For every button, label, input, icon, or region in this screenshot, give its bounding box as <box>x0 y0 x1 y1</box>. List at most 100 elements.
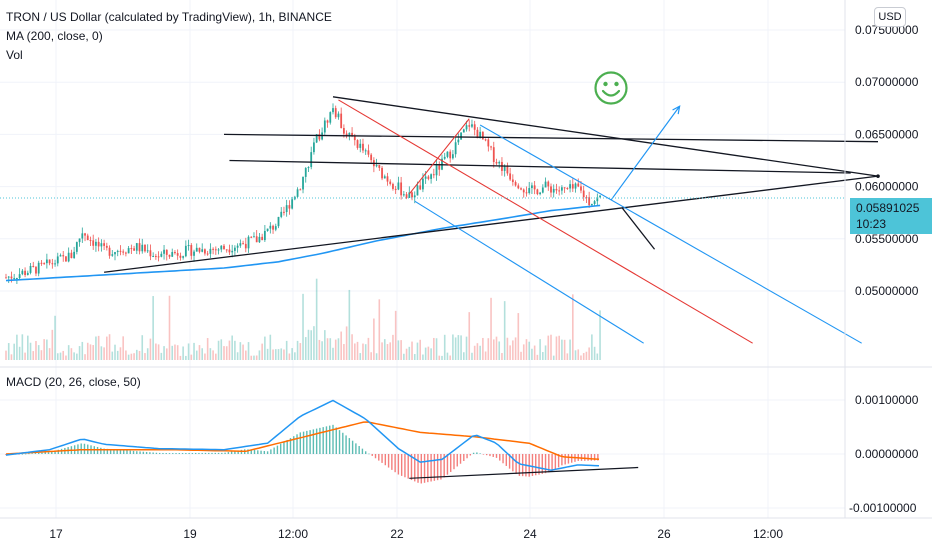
volume-bar <box>334 339 337 360</box>
macd-histogram-bar <box>116 449 118 454</box>
candle-body <box>7 276 10 278</box>
horizontal-line-lower <box>229 159 851 174</box>
macd-histogram-bar <box>329 425 331 454</box>
macd-histogram-bar <box>178 453 181 454</box>
macd-histogram-bar <box>158 452 161 454</box>
volume-bar <box>111 351 114 360</box>
volume-bar <box>566 353 569 360</box>
macd-histogram-bar <box>414 454 416 482</box>
volume-bar <box>378 299 381 360</box>
candle-body <box>253 236 255 238</box>
macd-histogram-bar <box>518 454 521 476</box>
volume-bar <box>269 334 272 360</box>
volume-bar <box>394 310 397 360</box>
drawings[interactable] <box>104 96 880 344</box>
volume-bar <box>163 346 165 360</box>
candle-body <box>272 225 274 230</box>
volume-bar <box>577 349 580 360</box>
volume-bar <box>67 345 70 360</box>
candle-body <box>593 201 596 204</box>
macd-histogram-bar <box>590 454 593 461</box>
macd-histogram-bar <box>430 454 432 482</box>
macd-histogram-bar <box>155 452 158 454</box>
macd-divergence-line[interactable] <box>409 466 639 479</box>
volume-bar <box>288 353 291 360</box>
candle-body <box>596 197 599 202</box>
price-axis[interactable]: 0.075000000.070000000.065000000.06000000… <box>855 23 919 298</box>
candle-body <box>45 259 48 264</box>
candle-body <box>304 168 307 177</box>
candle-body <box>462 129 465 133</box>
currency-button[interactable]: USD <box>874 7 906 27</box>
ma-indicator-label[interactable]: MA (200, close, 0) <box>6 29 103 43</box>
candle-body <box>503 165 506 171</box>
macd-tick-label: 0.00100000 <box>855 393 919 407</box>
volume-bar <box>18 346 21 360</box>
macd-histogram-bar <box>427 454 429 483</box>
macd-histogram-bar <box>162 452 164 454</box>
symbol-title[interactable]: TRON / US Dollar (calculated by TradingV… <box>6 10 332 24</box>
vol-indicator-label[interactable]: Vol <box>6 48 23 62</box>
candle-body <box>149 250 152 257</box>
candle-body <box>343 128 345 134</box>
candle-body <box>163 249 165 254</box>
macd-histogram-bar <box>198 452 200 454</box>
volume-bar <box>198 345 201 360</box>
candle-body <box>362 143 364 151</box>
volume-bar <box>498 341 501 360</box>
volume-bar <box>294 352 296 360</box>
volume-bar <box>392 334 394 360</box>
candle-body <box>51 263 54 265</box>
volume-bar <box>100 346 103 360</box>
candle-body <box>424 176 427 179</box>
macd-histogram-bar <box>456 454 458 467</box>
macd-histogram-bar <box>28 453 30 455</box>
candle-body <box>430 174 432 179</box>
candle-body <box>231 250 234 253</box>
candle-body <box>234 247 236 251</box>
volume-bar <box>359 353 362 360</box>
grid <box>0 0 845 518</box>
candle-body <box>212 248 214 250</box>
macd-histogram-bar <box>531 454 534 476</box>
macd-histogram-bar <box>535 454 537 476</box>
volume-bar <box>476 343 479 360</box>
volume-bar <box>217 340 220 360</box>
candle-body <box>18 274 21 279</box>
macd-histogram-bar <box>394 454 396 473</box>
macd-histogram-bar <box>508 454 511 469</box>
macd-indicator-label[interactable]: MACD (20, 26, close, 50) <box>6 375 141 389</box>
volume-bar <box>84 354 86 360</box>
macd-histogram-bar <box>312 429 315 454</box>
volume-bar <box>81 341 84 360</box>
volume-bar <box>313 326 315 360</box>
candle-body <box>179 255 182 258</box>
macd-histogram-bar <box>469 454 472 456</box>
volume-bar <box>228 340 231 360</box>
macd-histogram-bar <box>139 451 141 454</box>
macd-histogram-bar <box>100 447 102 454</box>
candle-body <box>119 250 122 252</box>
macd-histogram-bar <box>548 454 550 473</box>
macd-histogram-bar <box>593 454 596 461</box>
macd-histogram-bar <box>597 454 599 461</box>
candle-body <box>146 250 149 252</box>
candle-body <box>176 253 179 256</box>
volume-bar <box>435 338 438 360</box>
candle-body <box>359 143 362 148</box>
volume-bar <box>223 346 225 360</box>
macd-axis[interactable]: 0.00100000 0.00000000 -0.00100000 <box>849 393 919 515</box>
macd-histogram-bar <box>348 438 351 454</box>
volume-bar <box>454 337 457 360</box>
macd-histogram-bar <box>482 454 485 455</box>
volume-bar <box>201 348 203 360</box>
volume-bar <box>479 345 481 360</box>
macd-histogram-bar <box>302 431 305 454</box>
candle-body <box>242 243 244 245</box>
macd-histogram-bar <box>24 453 27 455</box>
macd-histogram-bar <box>384 454 387 466</box>
volume-bar <box>149 338 152 360</box>
time-axis[interactable]: 17 19 12:00 22 24 26 12:00 <box>49 527 783 541</box>
macd-histogram-bar <box>489 454 491 457</box>
